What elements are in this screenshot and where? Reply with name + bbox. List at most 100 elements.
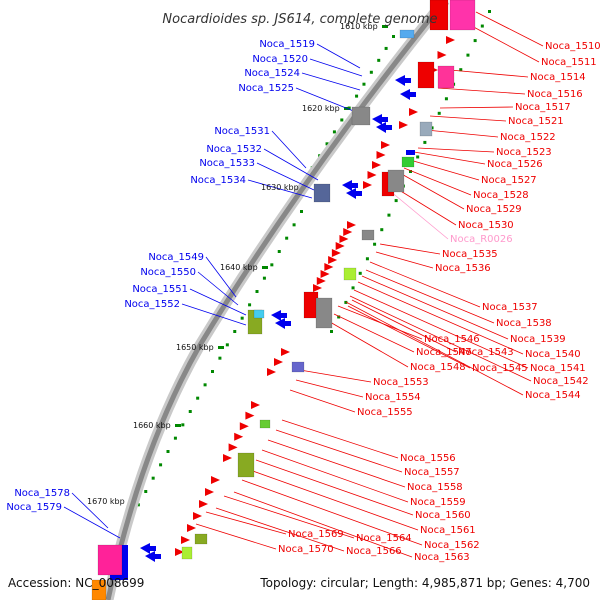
gc-dot bbox=[392, 35, 395, 38]
gene-label: Noca_1554 bbox=[365, 392, 421, 403]
gc-dot bbox=[166, 450, 170, 453]
topology-summary: Topology: circular; Length: 4,985,871 bp… bbox=[259, 576, 590, 590]
label-leader-line bbox=[353, 289, 529, 369]
kbp-tick bbox=[218, 346, 224, 349]
label-leader-line bbox=[295, 379, 364, 398]
reverse-gene bbox=[239, 422, 249, 431]
gray-gene-block bbox=[419, 121, 433, 137]
gene-label: Noca_1538 bbox=[496, 318, 552, 329]
gc-dot bbox=[144, 490, 148, 493]
gene-label: Noca_1563 bbox=[414, 552, 470, 563]
reverse-gene bbox=[267, 368, 276, 376]
gene-label: Noca_1542 bbox=[533, 376, 589, 387]
backbone-track bbox=[105, 0, 447, 600]
reverse-gene bbox=[316, 277, 326, 285]
gc-dot bbox=[300, 210, 303, 213]
kbp-label: 1630 kbp bbox=[261, 183, 299, 192]
gc-dot bbox=[330, 330, 333, 333]
label-leader-line bbox=[299, 369, 372, 383]
gc-dot bbox=[459, 68, 463, 72]
purple-gene-block bbox=[313, 183, 331, 203]
reverse-gene bbox=[324, 263, 334, 271]
label-leader-line bbox=[403, 167, 472, 196]
gene-label: Noca_1566 bbox=[346, 546, 402, 557]
forward-gene bbox=[271, 310, 287, 321]
reverse-gene bbox=[347, 221, 356, 229]
gene-label: Noca_1556 bbox=[400, 453, 456, 464]
reverse-gene bbox=[343, 228, 353, 236]
forward-gene bbox=[145, 551, 161, 562]
reverse-gene bbox=[367, 171, 377, 179]
gene-label: Noca_1536 bbox=[435, 263, 491, 274]
gc-dot bbox=[262, 276, 266, 280]
gene-label: Noca_1555 bbox=[357, 407, 413, 418]
gc-dot bbox=[344, 300, 348, 304]
reverse-gene bbox=[399, 121, 408, 129]
gc-dot bbox=[409, 170, 412, 173]
reverse-gene bbox=[372, 161, 381, 169]
reverse-gene bbox=[251, 401, 260, 409]
gc-dot bbox=[332, 130, 336, 134]
label-leader-line bbox=[261, 449, 409, 503]
green-gene-block bbox=[401, 156, 415, 168]
label-leader-line bbox=[275, 429, 403, 473]
gene-label: Noca_1523 bbox=[496, 147, 552, 158]
gray-gene-block bbox=[351, 106, 371, 126]
gc-dot bbox=[384, 46, 388, 50]
gc-dot bbox=[136, 503, 140, 507]
gc-dot bbox=[423, 140, 427, 144]
purple-gene-block bbox=[291, 361, 305, 373]
gc-dot bbox=[188, 410, 192, 413]
gene-label: Noca_1539 bbox=[510, 334, 566, 345]
label-leader-line bbox=[271, 130, 307, 169]
gc-dot bbox=[325, 142, 329, 146]
gc-dot bbox=[292, 223, 296, 227]
olive-gene-block bbox=[194, 533, 208, 545]
forward-gene bbox=[342, 180, 358, 191]
gene-label: Noca_1579 bbox=[6, 502, 62, 513]
gc-dot bbox=[255, 290, 259, 293]
gc-dot bbox=[218, 356, 222, 360]
reverse-gene bbox=[245, 411, 255, 420]
reverse-gene bbox=[228, 443, 238, 452]
gene-label: Noca_1564 bbox=[356, 533, 412, 544]
gc-dot bbox=[240, 316, 244, 320]
label-leader-line bbox=[369, 261, 481, 308]
reverse-gene bbox=[313, 284, 322, 292]
reverse-gene bbox=[281, 348, 290, 356]
label-leader-line bbox=[63, 506, 121, 539]
label-leader-line bbox=[409, 159, 480, 181]
forward-gene bbox=[372, 114, 388, 125]
label-leader-line bbox=[417, 147, 495, 153]
gc-dot bbox=[211, 370, 214, 373]
label-leader-line bbox=[383, 185, 449, 240]
reverse-gene bbox=[199, 500, 208, 508]
reverse-gene bbox=[363, 181, 372, 189]
forward-gene bbox=[346, 188, 362, 199]
gene-label: Noca_1527 bbox=[481, 175, 537, 186]
label-leader-line bbox=[223, 495, 355, 539]
reverse-gene-block bbox=[429, 0, 449, 31]
accession-text: Accession: NC_008699 bbox=[8, 576, 144, 590]
reverse-gene bbox=[234, 432, 244, 441]
reverse-gene bbox=[409, 108, 418, 116]
map-title: Nocardioides sp. JS614, complete genome bbox=[162, 12, 437, 27]
gene-label: Noca_1561 bbox=[420, 525, 476, 536]
gene-label: Noca_1511 bbox=[541, 57, 597, 68]
reverse-gene bbox=[211, 476, 220, 484]
label-leader-line bbox=[467, 23, 540, 63]
gc-dot bbox=[365, 257, 369, 261]
gene-label: Noca_1530 bbox=[458, 220, 514, 231]
label-leader-line bbox=[181, 303, 247, 326]
reverse-gene bbox=[274, 358, 283, 366]
label-leader-line bbox=[205, 256, 237, 298]
reverse-gene bbox=[328, 256, 338, 264]
gene-label: Noca_1519 bbox=[259, 39, 315, 50]
gc-dot bbox=[355, 94, 359, 98]
kbp-label: 1650 kbp bbox=[176, 343, 214, 352]
kbp-tick bbox=[262, 266, 268, 269]
gene-label: Noca_1548 bbox=[410, 362, 466, 373]
label-leader-line bbox=[365, 269, 495, 324]
reverse-gene-block bbox=[417, 61, 435, 89]
gray-gene-block bbox=[387, 169, 405, 193]
